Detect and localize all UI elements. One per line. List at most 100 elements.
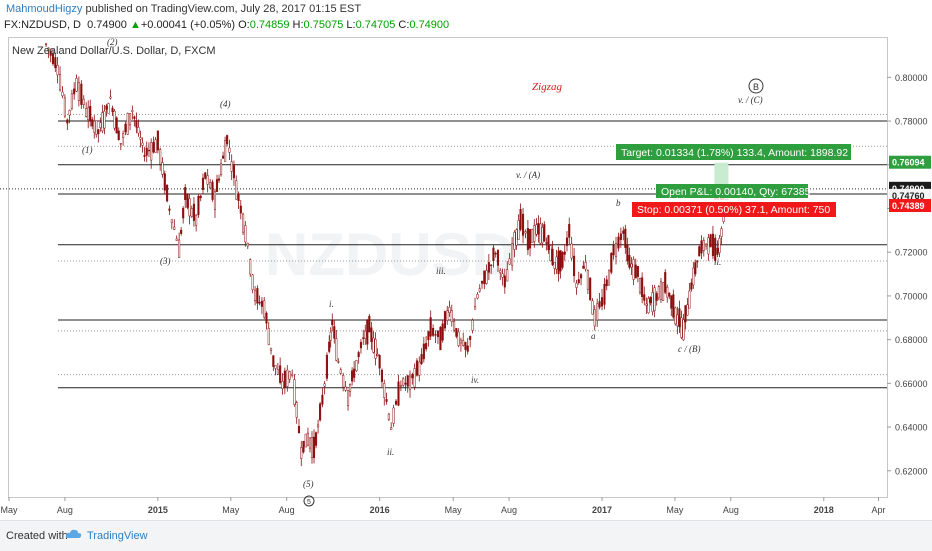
candle-body [93, 120, 96, 133]
candle-body [464, 342, 467, 350]
candle-body [61, 91, 64, 97]
candle-body [586, 270, 589, 290]
candle-body [589, 277, 592, 301]
candle-body [254, 289, 257, 302]
candle-body [678, 308, 681, 328]
candle-body [51, 53, 55, 65]
candle-body [195, 214, 198, 226]
candle-body [224, 140, 227, 162]
candle-body [156, 130, 159, 151]
candle-body [649, 297, 652, 304]
candle-body [612, 244, 615, 256]
candle-body [499, 270, 502, 273]
candle-body [85, 108, 88, 117]
candle-body [58, 74, 62, 91]
wave-b-label: B [753, 82, 759, 92]
candle-body [711, 233, 714, 257]
candle-body [591, 300, 594, 315]
candle-body [378, 355, 381, 369]
close-value: 0.74900 [409, 19, 450, 31]
x-tick-label: Aug [723, 505, 739, 515]
candle-body [593, 309, 596, 327]
y-tick-label: 0.68000 [895, 335, 928, 345]
candle-body [551, 248, 554, 265]
candle-body [605, 279, 608, 287]
candle-body [339, 369, 342, 374]
candle-body [664, 272, 667, 293]
candle-body [668, 292, 671, 297]
target-label-bg [616, 144, 851, 160]
created-with-label: Created with [6, 530, 68, 542]
chart-header: MahmoudHigzy published on TradingView.co… [0, 0, 932, 36]
candle-body [211, 181, 214, 200]
candle-body [364, 330, 367, 339]
candle-body [319, 403, 322, 421]
author-link[interactable]: MahmoudHigzy [6, 3, 83, 15]
candle-body [263, 300, 266, 318]
high-value: 0.75075 [303, 19, 344, 31]
candle-body [596, 303, 599, 321]
candle-body [325, 354, 328, 379]
candle-body [531, 229, 534, 243]
candle-body [73, 88, 76, 95]
candle-body [201, 177, 205, 190]
candle-body [317, 424, 320, 428]
candle-body [66, 119, 69, 124]
candle-body [622, 230, 625, 234]
candle-body [692, 267, 695, 286]
wave-label-w4: (4) [220, 99, 231, 109]
candle-body [154, 139, 157, 153]
candle-body [466, 345, 469, 352]
wave-5-circle [303, 495, 315, 507]
candle-body [397, 381, 400, 406]
candle-body [549, 245, 552, 262]
candle-body [415, 360, 419, 376]
candle-body [314, 432, 318, 446]
candle-body [682, 319, 685, 341]
candle-body [533, 225, 536, 242]
zigzag-label: Zigzag [532, 81, 562, 93]
low-label: L: [346, 19, 356, 31]
candle-body [133, 116, 136, 119]
candle-body [184, 187, 187, 200]
candle-body [694, 262, 697, 275]
wave-b-circle [748, 78, 764, 94]
candle-body [511, 243, 514, 266]
candle-body [492, 247, 495, 261]
candle-body [436, 330, 440, 338]
tradingview-brand[interactable]: TradingView [87, 530, 148, 542]
candle-body [476, 293, 479, 299]
candle-body [662, 282, 665, 301]
candle-body [573, 255, 576, 277]
candle-body [199, 195, 202, 199]
candle-body [109, 96, 112, 99]
wave-v-c-label: v. / (C) [738, 95, 763, 105]
candle-body [166, 184, 169, 202]
candle-body [425, 343, 428, 350]
candle-body [173, 226, 176, 230]
candle-body [575, 282, 578, 288]
wave-label-w5: (5) [303, 479, 314, 489]
candle-body [720, 228, 723, 237]
candle-body [139, 137, 142, 140]
candle-body [47, 47, 50, 51]
price-tag-entry-bg [889, 188, 931, 202]
candle-series [45, 42, 728, 467]
candle-body [329, 331, 332, 341]
candle-body [541, 227, 544, 244]
candle-body [432, 327, 435, 336]
candle-body [63, 97, 66, 117]
candle-body [490, 264, 493, 267]
footer-bar: Created with TradingView [0, 520, 932, 551]
symbol-label[interactable]: FX:NZDUSD, D [4, 19, 81, 31]
x-tick-label: Apr [871, 505, 885, 515]
candle-body [323, 383, 326, 387]
wave-label-iii: iii. [436, 266, 446, 276]
candle-body [705, 243, 708, 247]
candle-body [376, 353, 379, 356]
candle-body [105, 105, 108, 110]
candle-body [446, 310, 449, 321]
candle-body [626, 244, 629, 262]
candle-body [274, 365, 277, 369]
price-chart[interactable]: NZDUSD New Zealand Dollar/U.S. Dollar, D,… [0, 0, 932, 520]
